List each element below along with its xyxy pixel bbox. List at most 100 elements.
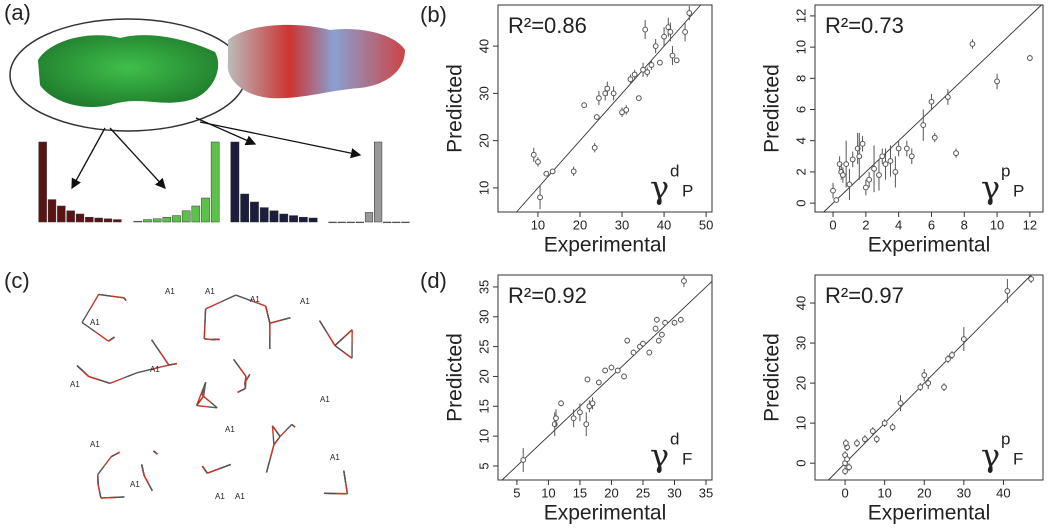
x-tick-label: 10 [541, 485, 555, 500]
point [661, 33, 667, 40]
bond [343, 351, 353, 359]
x-tick-label: 30 [957, 485, 971, 500]
histogram-bar [66, 210, 75, 223]
bond [98, 491, 102, 499]
point [897, 400, 904, 407]
bond [292, 425, 296, 428]
point [537, 194, 543, 201]
point [854, 440, 860, 447]
point [879, 153, 886, 160]
bond [285, 423, 293, 431]
y-axis-label: Predicted [444, 64, 467, 153]
bond [267, 314, 271, 324]
bond [124, 298, 127, 301]
histogram-bar [210, 141, 220, 223]
bond [123, 297, 126, 300]
point [862, 184, 869, 191]
bond [199, 395, 205, 402]
histogram-bar [57, 205, 66, 223]
histogram-bar [191, 205, 201, 223]
atom-label: A1 [90, 318, 100, 327]
histogram-bar [392, 221, 401, 224]
point [1028, 276, 1035, 282]
point [869, 428, 876, 435]
y-tick-label: 20 [476, 133, 491, 147]
y-tick-label: 0 [793, 199, 808, 206]
x-tick-label: 10 [531, 217, 545, 232]
point [558, 400, 564, 407]
point [642, 26, 649, 33]
bond [94, 331, 109, 342]
point [953, 150, 959, 157]
bond [203, 395, 211, 403]
point [635, 95, 642, 102]
identity-line [828, 274, 1032, 481]
histogram-bar [47, 199, 57, 223]
point [553, 415, 559, 422]
bond [246, 374, 251, 379]
point [895, 145, 902, 152]
histogram-bar [250, 201, 259, 223]
bond [220, 294, 237, 303]
plot-frame [814, 274, 1044, 481]
point [652, 43, 659, 50]
bond [237, 389, 242, 393]
bond [123, 371, 138, 379]
point [960, 336, 967, 342]
point [944, 94, 951, 100]
point [1026, 55, 1033, 61]
histogram-bar [113, 219, 122, 223]
molecular-structure: A1 A1 A1 A1 A1 A1 A1 A1 A1 A1 A1 A1 A1 A1 [70, 287, 353, 501]
y-tick-label: 4 [793, 137, 808, 144]
point [631, 71, 638, 78]
x-tick-label: 0 [829, 217, 836, 232]
y-tick-label: 25 [476, 339, 491, 353]
histogram-bar [346, 221, 355, 224]
r-squared: R²=0.86 [508, 13, 587, 38]
plot-frame [497, 4, 713, 213]
point [889, 424, 896, 431]
bond [344, 482, 349, 494]
bond [235, 294, 251, 302]
x-tick-label: 2 [862, 217, 869, 232]
histogram-bar [94, 217, 103, 223]
x-axis-label: Experimental [868, 502, 991, 525]
y-tick-label: 30 [476, 310, 491, 324]
bond [97, 465, 106, 475]
bond [81, 308, 92, 323]
histogram-bar [85, 216, 94, 223]
bond [275, 430, 281, 437]
bond [201, 465, 206, 471]
point [656, 59, 663, 66]
bond [110, 453, 116, 458]
point [640, 340, 646, 347]
histogram-bar [162, 216, 172, 223]
bond [82, 370, 90, 378]
point [596, 95, 602, 102]
point [577, 409, 583, 416]
y-tick-label: 30 [476, 86, 491, 100]
bond [152, 364, 170, 370]
y-tick-label: 15 [476, 399, 491, 413]
histogram-bar [143, 219, 152, 223]
y-tick-label: 8 [793, 75, 808, 82]
point [671, 319, 678, 326]
bond [196, 404, 207, 408]
panel-label: (c) [4, 268, 30, 293]
point [920, 122, 927, 129]
point [667, 29, 674, 35]
bond [202, 394, 205, 397]
x-tick-label: 8 [961, 217, 968, 232]
bond [204, 469, 208, 474]
r-squared: R²=0.73 [825, 13, 904, 38]
bond [152, 450, 156, 454]
point [849, 156, 856, 163]
point [887, 158, 894, 164]
bond [205, 301, 222, 310]
point [662, 319, 668, 326]
histogram-bar [133, 220, 143, 223]
symbol-letter: γ [650, 169, 669, 207]
histogram-bar [383, 221, 392, 224]
point [941, 384, 947, 391]
